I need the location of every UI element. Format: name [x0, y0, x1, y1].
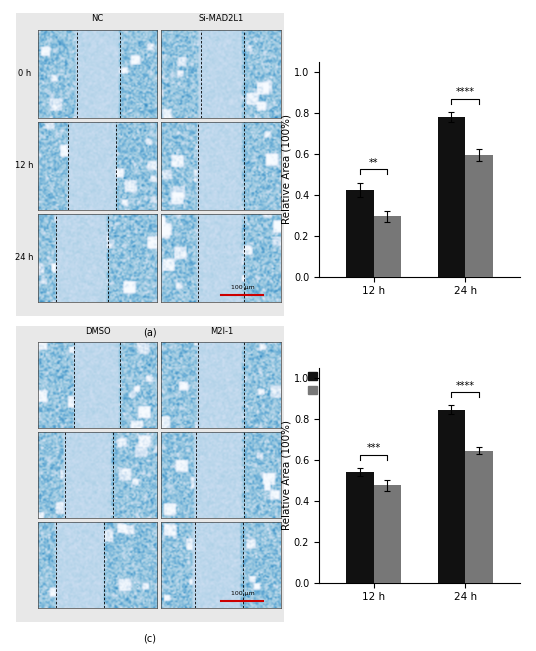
Text: 0 h: 0 h [18, 70, 31, 78]
Text: 100 μm: 100 μm [230, 591, 254, 596]
Text: ***: *** [367, 443, 381, 453]
Bar [438, 409, 465, 583]
Bar [465, 155, 493, 277]
Bar [346, 472, 374, 583]
Bar [374, 486, 401, 583]
Text: 100 μm: 100 μm [230, 285, 254, 290]
Bar [438, 117, 465, 277]
Text: 12 h: 12 h [16, 161, 34, 171]
Y-axis label: Relative Area (100%): Relative Area (100%) [281, 421, 291, 530]
Text: 24 h: 24 h [16, 253, 34, 262]
Bar [465, 450, 493, 583]
Text: ****: **** [456, 381, 474, 391]
Bar [374, 216, 401, 277]
Text: DMSO: DMSO [85, 327, 110, 336]
Text: (b): (b) [413, 414, 426, 424]
Y-axis label: Relative Area (100%): Relative Area (100%) [281, 115, 291, 224]
Text: (a): (a) [143, 327, 157, 337]
Text: (c): (c) [144, 633, 157, 643]
Text: ****: **** [456, 87, 474, 97]
Text: Si-MAD2L1: Si-MAD2L1 [199, 14, 244, 23]
Text: M2I-1: M2I-1 [210, 327, 233, 336]
Text: NC: NC [91, 14, 103, 23]
Text: **: ** [369, 158, 378, 168]
Bar [346, 189, 374, 277]
Legend: NC, Si-MAD2L1: NC, Si-MAD2L1 [308, 372, 378, 396]
